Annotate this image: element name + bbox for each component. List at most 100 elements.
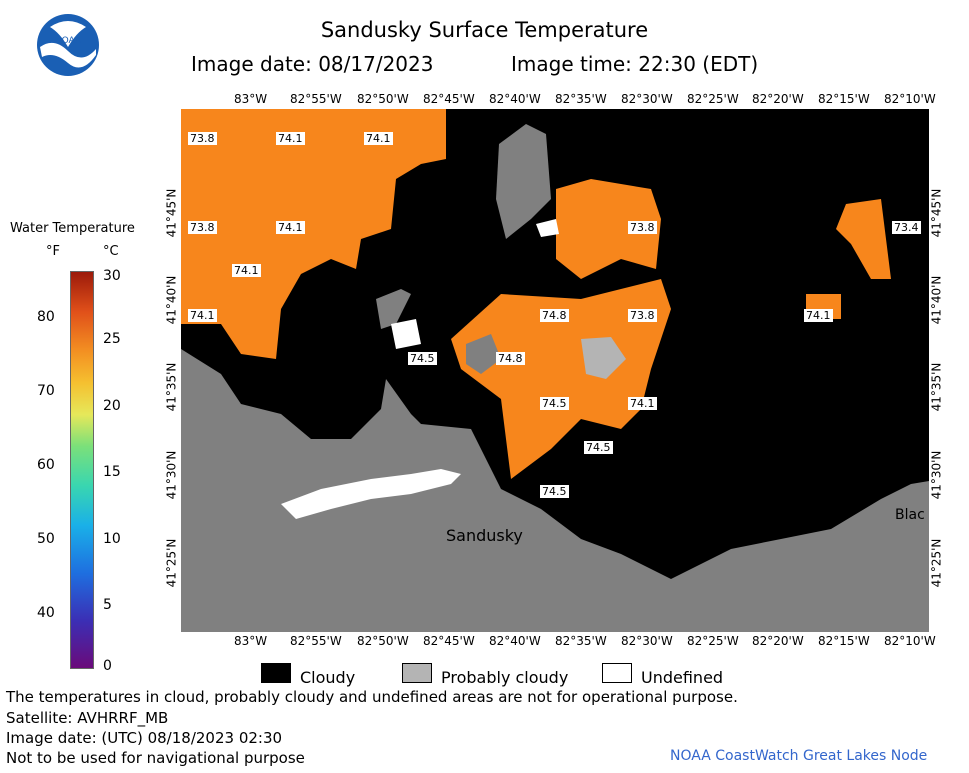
footer-utc-date: Image date: (UTC) 08/18/2023 02:30 <box>6 729 283 747</box>
c-tick: 25 <box>103 331 121 347</box>
page-title: Sandusky Surface Temperature <box>320 18 649 42</box>
temp-label: 73.4 <box>892 221 921 234</box>
lon-label-top: 82°15'W <box>818 92 870 106</box>
key-cloudy-label: Cloudy <box>300 668 356 687</box>
key-cloudy-swatch <box>261 663 291 683</box>
undefined-regions <box>281 219 559 519</box>
temp-label: 73.8 <box>188 132 217 145</box>
legend-title: Water Temperature <box>10 221 135 236</box>
lat-label-left: 41°35'N <box>164 362 179 412</box>
footer-credit: NOAA CoastWatch Great Lakes Node <box>670 748 928 764</box>
water-region-north-central <box>556 179 661 279</box>
map-canvas: Sandusky Blac <box>181 109 929 632</box>
lon-label-bottom: 82°55'W <box>290 634 342 648</box>
lon-label-bottom: 83°W <box>234 634 268 648</box>
lon-label-bottom: 82°30'W <box>621 634 673 648</box>
land-island-mid <box>466 334 501 374</box>
c-tick: 0 <box>103 658 112 674</box>
lat-label-right: 41°40'N <box>929 275 944 325</box>
color-bar <box>70 271 94 669</box>
lon-label-top: 82°55'W <box>290 92 342 106</box>
lat-label-right: 41°35'N <box>929 362 944 412</box>
lat-label-right: 41°25'N <box>929 538 944 588</box>
c-tick: 5 <box>103 597 112 613</box>
lon-label-top: 82°25'W <box>687 92 739 106</box>
f-tick: 40 <box>37 605 55 621</box>
lat-label-left: 41°45'N <box>164 188 179 238</box>
temp-label: 74.8 <box>496 352 525 365</box>
footer-note: The temperatures in cloud, probably clou… <box>6 688 738 706</box>
temp-label: 74.1 <box>628 397 657 410</box>
temp-label: 74.1 <box>364 132 393 145</box>
temp-label: 73.8 <box>628 221 657 234</box>
undefined-patch-west <box>391 319 421 349</box>
temp-label: 74.5 <box>540 485 569 498</box>
image-time: Image time: 22:30 (EDT) <box>511 52 759 76</box>
c-tick: 20 <box>103 398 121 414</box>
f-tick: 60 <box>37 457 55 473</box>
c-tick: 30 <box>103 268 121 284</box>
lon-label-top: 82°50'W <box>357 92 409 106</box>
c-tick: 15 <box>103 464 121 480</box>
probably-cloudy-patch <box>581 337 626 379</box>
key-undefined-label: Undefined <box>641 668 724 687</box>
place-edge-town: Blac <box>895 507 925 523</box>
lon-label-top: 83°W <box>234 92 268 106</box>
lon-label-bottom: 82°45'W <box>423 634 475 648</box>
lon-label-bottom: 82°25'W <box>687 634 739 648</box>
lon-label-top: 82°40'W <box>489 92 541 106</box>
lon-label-top: 82°35'W <box>555 92 607 106</box>
c-tick: 10 <box>103 531 121 547</box>
temp-label: 74.5 <box>408 352 437 365</box>
undefined-patch-south <box>281 469 461 519</box>
lon-label-bottom: 82°20'W <box>752 634 804 648</box>
lat-label-right: 41°30'N <box>929 450 944 500</box>
temp-label: 73.8 <box>628 309 657 322</box>
water-region-central <box>451 279 671 479</box>
lon-label-bottom: 82°15'W <box>818 634 870 648</box>
lat-label-left: 41°30'N <box>164 450 179 500</box>
lon-label-bottom: 82°35'W <box>555 634 607 648</box>
lat-label-right: 41°45'N <box>929 188 944 238</box>
svg-text:NOAA: NOAA <box>55 36 82 46</box>
land-south-shore <box>181 349 929 632</box>
footer-satellite: Satellite: AVHRRF_MB <box>6 709 169 727</box>
unit-celsius: °C <box>103 244 119 259</box>
lat-label-left: 41°40'N <box>164 275 179 325</box>
lon-label-top: 82°10'W <box>884 92 936 106</box>
temp-label: 74.5 <box>540 397 569 410</box>
noaa-logo: NOAA <box>36 13 100 77</box>
temp-label: 74.8 <box>540 309 569 322</box>
temp-label: 74.1 <box>276 221 305 234</box>
f-tick: 70 <box>37 383 55 399</box>
undefined-patch-north <box>536 219 559 237</box>
water-region-east <box>836 199 891 279</box>
lon-label-top: 82°30'W <box>621 92 673 106</box>
place-sandusky: Sandusky <box>446 526 523 545</box>
image-date: Image date: 08/17/2023 <box>191 52 434 76</box>
unit-fahrenheit: °F <box>46 244 60 259</box>
temp-label: 74.1 <box>232 264 261 277</box>
temp-label: 74.1 <box>804 309 833 322</box>
lon-label-top: 82°20'W <box>752 92 804 106</box>
lon-label-top: 82°45'W <box>423 92 475 106</box>
key-probably-cloudy-label: Probably cloudy <box>441 668 569 687</box>
key-undefined-swatch <box>602 663 632 683</box>
lat-label-left: 41°25'N <box>164 538 179 588</box>
water-region-northwest <box>181 109 446 359</box>
temperature-map: Sandusky Blac 73.8 74.1 74.1 73.8 74.1 7… <box>181 109 929 632</box>
temp-label: 73.8 <box>188 221 217 234</box>
temp-label: 74.1 <box>188 309 217 322</box>
noaa-logo-icon: NOAA <box>37 14 99 76</box>
footer-nav-warning: Not to be used for navigational purpose <box>6 749 305 767</box>
lon-label-bottom: 82°40'W <box>489 634 541 648</box>
temp-label: 74.5 <box>584 441 613 454</box>
land-island-small <box>376 289 411 329</box>
f-tick: 50 <box>37 531 55 547</box>
land-island-north <box>496 124 551 239</box>
lon-label-bottom: 82°50'W <box>357 634 409 648</box>
lon-label-bottom: 82°10'W <box>884 634 936 648</box>
temp-label: 74.1 <box>276 132 305 145</box>
key-probably-cloudy-swatch <box>402 663 432 683</box>
f-tick: 80 <box>37 309 55 325</box>
